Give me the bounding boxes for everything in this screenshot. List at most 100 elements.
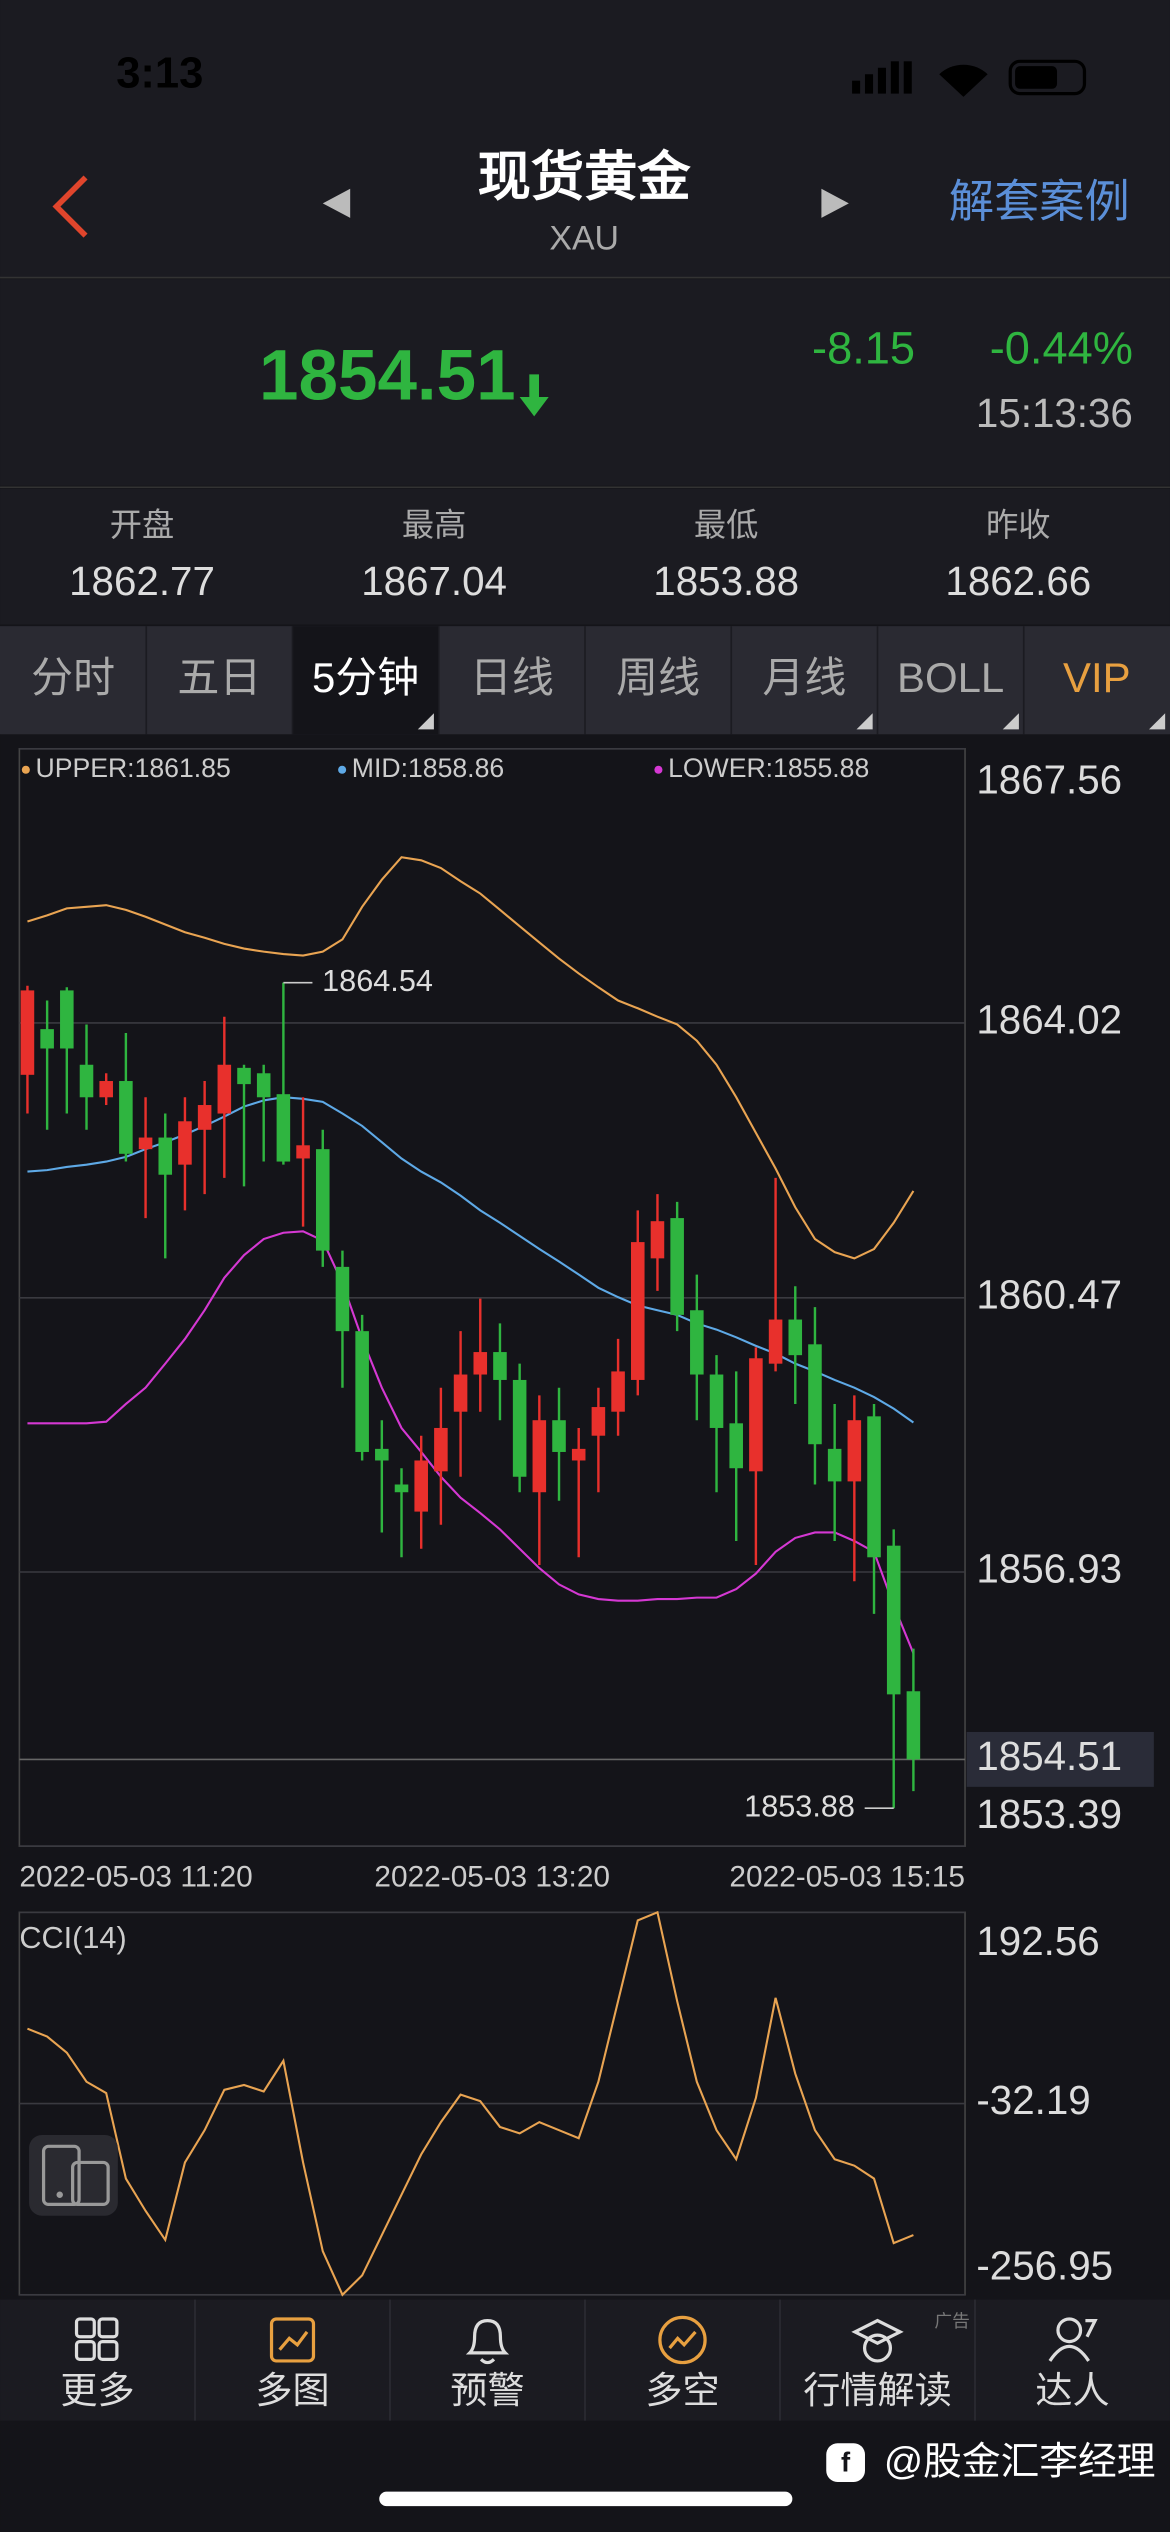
candle-body [119, 1081, 133, 1154]
nav-label[interactable]: 预警 [450, 2369, 524, 2411]
candle-body [414, 1460, 428, 1512]
candle-body [256, 1073, 271, 1098]
candle-body [394, 1484, 409, 1493]
x-label: 2022-05-03 13:20 [374, 1860, 610, 1893]
band-line [27, 1096, 915, 1424]
candle-body [768, 1319, 783, 1364]
current-price-box [966, 1731, 1154, 1787]
stat-label: 最高 [402, 507, 467, 543]
y-tick-label: -256.95 [976, 2243, 1113, 2289]
y-tick-label: 1867.56 [976, 756, 1122, 802]
high-label: 1864.54 [322, 964, 433, 998]
candle-body [158, 1137, 173, 1175]
prev-button[interactable] [322, 188, 351, 218]
tabs: 分时 五日 5分钟 日线 周线 月线 BOLL VIP [31, 626, 1166, 735]
nav-icon-part [479, 2358, 496, 2365]
nav-icon-part [1048, 2344, 1090, 2362]
quote-time: 15:13:36 [976, 390, 1133, 436]
stats: 开盘 1862.77 最高 1867.04 最低 1853.88 昨收 1862.66 [69, 507, 1091, 604]
tab-corner [1002, 713, 1019, 730]
candle-body [670, 1218, 684, 1315]
band-line [27, 856, 915, 1260]
legend-label: LOWER:1855.88 [668, 753, 869, 783]
svg-text:f: f [841, 2446, 851, 2477]
status-icons [852, 59, 1087, 97]
y-tick-label: 1853.39 [976, 1791, 1122, 1837]
nav-icon-part [278, 2330, 309, 2351]
candle-body [611, 1371, 625, 1412]
nav-label[interactable]: 达人 [1035, 2369, 1109, 2411]
tab-corner [856, 713, 873, 730]
candle-body [276, 1094, 291, 1162]
home-indicator [379, 2491, 793, 2507]
current-price-label: 1854.51 [976, 1733, 1122, 1779]
watermark: @股金汇李经理 [884, 2440, 1156, 2483]
plot: 1853.39 1856.93 1860.47 1864.02 1867.56 1854.… [19, 747, 1154, 2297]
stat-label: 最低 [694, 507, 759, 543]
candle-body [827, 1448, 842, 1482]
tab[interactable]: 分时 [31, 654, 115, 701]
quote-change: -8.15 [812, 323, 915, 374]
watermark-logo: f [826, 2443, 865, 2482]
stat-value: 1862.66 [945, 558, 1091, 604]
y-tick-label: 1860.47 [976, 1272, 1122, 1318]
nav-icon-part [74, 2339, 96, 2361]
nav-icon-part [74, 2317, 96, 2339]
nav-label[interactable]: 行情解读 [803, 2369, 951, 2411]
nav-label[interactable]: 更多 [60, 2369, 134, 2411]
stat-label: 昨收 [986, 507, 1051, 543]
stat-value: 1853.88 [653, 558, 799, 604]
candle-body [434, 1427, 448, 1472]
candle-body [552, 1420, 566, 1452]
nav-icon-part [97, 2317, 119, 2339]
legend-dot [21, 765, 30, 774]
stat-value: 1862.77 [69, 558, 215, 604]
y-tick-label: -32.19 [976, 2077, 1090, 2123]
tab-corner [1149, 713, 1166, 730]
candle-body [906, 1691, 921, 1760]
legend-dot [654, 765, 663, 774]
next-button[interactable] [821, 188, 849, 218]
nav-icon [269, 2317, 316, 2363]
nav-icon [465, 2318, 510, 2365]
candle-body [217, 1064, 232, 1114]
tab[interactable]: 周线 [616, 654, 700, 701]
cci-line [27, 1910, 914, 2297]
nav-icon-part [269, 2317, 316, 2363]
ad-tag: 广告 [934, 2311, 970, 2331]
nav-icon-part [1056, 2317, 1083, 2344]
candle-body [99, 1081, 113, 1098]
nav-icon [851, 2318, 904, 2363]
tab[interactable]: 月线 [762, 654, 846, 701]
legend-dot [338, 765, 347, 774]
candle-body [335, 1266, 350, 1332]
candle-body [650, 1221, 665, 1259]
nav-icon [74, 2317, 119, 2361]
candle-body [493, 1352, 507, 1380]
candle-body [315, 1149, 330, 1251]
float-icon[interactable] [29, 2135, 118, 2216]
header-link[interactable]: 解套案例 [949, 176, 1130, 227]
tab[interactable]: 5分钟 [312, 654, 419, 701]
nav-icon-part [862, 2333, 893, 2363]
tab[interactable]: 五日 [177, 654, 261, 701]
header-subtitle: XAU [549, 219, 619, 257]
candle-body [138, 1137, 153, 1150]
candle-body [867, 1416, 881, 1558]
tab[interactable]: VIP [1063, 654, 1131, 701]
candle-body [79, 1064, 94, 1098]
candle-body [591, 1407, 606, 1436]
back-button[interactable] [52, 175, 88, 238]
y-tick-label: 192.56 [976, 1918, 1099, 1964]
legend-label: MID:1858.86 [352, 753, 504, 783]
stat-label: 开盘 [110, 507, 175, 543]
nav-label[interactable]: 多空 [645, 2369, 719, 2411]
tab-active-bg [292, 626, 439, 735]
nav-label[interactable]: 多图 [255, 2369, 329, 2411]
tab[interactable]: 日线 [470, 654, 554, 701]
candle-body [532, 1420, 547, 1493]
candle-body [749, 1358, 763, 1472]
tab[interactable]: BOLL [897, 654, 1004, 701]
nav-icon [658, 2315, 707, 2365]
stats-bg [0, 488, 1170, 625]
